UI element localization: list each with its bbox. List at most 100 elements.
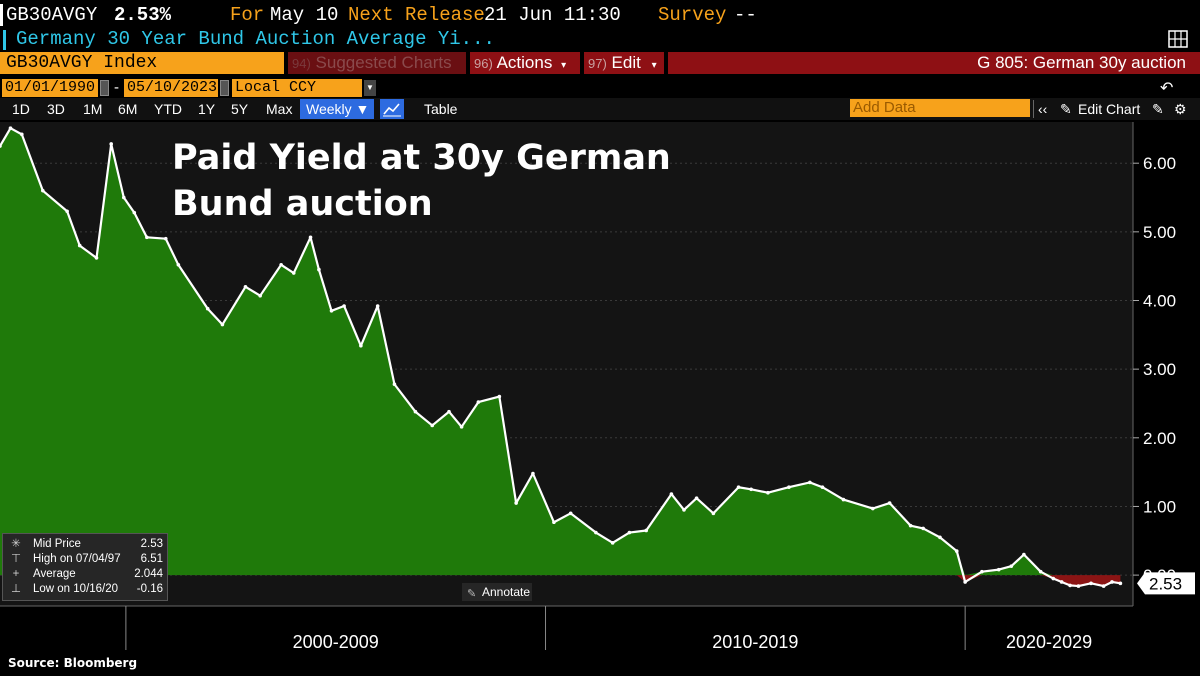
add-data-input[interactable]: Add Data	[850, 99, 1030, 117]
undo-icon[interactable]: ↶	[1160, 80, 1174, 97]
edit-chart-button[interactable]: Edit Chart	[1078, 101, 1141, 117]
data-point	[308, 235, 313, 240]
data-point	[749, 487, 753, 492]
line-chart-icon[interactable]	[380, 99, 404, 119]
data-point	[1118, 581, 1123, 586]
annotate-button[interactable]: ✎ Annotate	[462, 583, 532, 601]
mid-marker-icon: ✳	[11, 538, 21, 550]
last-value-label: 2.53	[1149, 574, 1182, 593]
average-marker-icon: +	[12, 568, 20, 580]
data-point	[291, 271, 296, 275]
dropdown-icon[interactable]: ▼	[364, 80, 376, 96]
data-point	[243, 284, 248, 289]
legend-mid-value: 2.53	[140, 538, 163, 550]
next-release-value: 21 Jun 11:30	[484, 4, 621, 26]
data-point	[0, 144, 2, 148]
table-button[interactable]: Table	[424, 101, 458, 117]
data-point	[996, 567, 1001, 572]
survey-label: Survey	[658, 4, 727, 26]
data-point	[820, 485, 825, 490]
data-point	[447, 409, 451, 414]
data-point	[163, 236, 168, 241]
data-point	[644, 528, 649, 533]
description-row: Germany 30 Year Bund Auction Average Yi.…	[0, 28, 1200, 50]
data-point	[109, 142, 114, 146]
ticker-symbol[interactable]: GB30AVGY	[6, 4, 98, 26]
data-point	[552, 520, 556, 525]
x-axis-band	[0, 606, 1200, 656]
back-icon[interactable]: ‹‹	[1038, 101, 1048, 117]
legend-high: ⊤ High on 07/04/97 6.51	[3, 552, 167, 567]
period-6m[interactable]: 6M	[118, 101, 138, 117]
legend-high-value: 6.51	[140, 553, 163, 565]
data-point	[1051, 576, 1056, 581]
data-point	[887, 501, 892, 505]
data-point	[711, 511, 716, 516]
data-point	[392, 382, 397, 387]
start-date-input[interactable]: 01/01/1990	[2, 79, 98, 97]
data-point	[1101, 584, 1106, 588]
data-point	[8, 126, 13, 130]
edit-chart-icon[interactable]: ✎	[1152, 101, 1164, 117]
data-point	[77, 243, 82, 248]
data-point	[531, 471, 535, 476]
data-point	[787, 485, 791, 490]
period-ytd[interactable]: YTD	[154, 101, 182, 117]
y-tick-label: 2.00	[1143, 429, 1176, 448]
y-tick-label: 6.00	[1143, 154, 1176, 173]
period-1y[interactable]: 1Y	[198, 101, 216, 117]
data-point	[65, 209, 69, 214]
currency-select[interactable]: Local CCY	[232, 79, 362, 97]
data-point	[808, 480, 812, 485]
y-tick-label: 4.00	[1143, 291, 1176, 310]
data-point	[1068, 583, 1072, 588]
yield-chart[interactable]: 0.001.002.003.004.005.006.002.532000-200…	[0, 120, 1200, 656]
x-tick-label: 2020-2029	[1006, 632, 1092, 652]
grid-icon[interactable]	[1168, 30, 1188, 48]
legend-low-value: -0.16	[136, 583, 163, 595]
period-1m[interactable]: 1M	[83, 101, 103, 117]
security-description[interactable]: Germany 30 Year Bund Auction Average Yi.…	[16, 28, 495, 50]
for-label: For	[230, 4, 265, 26]
calendar-icon[interactable]	[220, 80, 229, 96]
data-point	[205, 306, 210, 311]
pencil-icon[interactable]: ✎	[1060, 101, 1072, 117]
edit-button[interactable]: 97) Edit ▾	[584, 52, 664, 74]
legend-high-label: High on 07/04/97	[33, 553, 121, 565]
data-point	[594, 530, 598, 535]
frequency-select[interactable]: Weekly ▼	[300, 99, 374, 119]
data-point	[121, 195, 126, 200]
data-point	[921, 526, 925, 531]
data-point	[176, 262, 181, 267]
data-point	[342, 304, 346, 308]
toolbar-divider	[1033, 100, 1034, 118]
period-3d[interactable]: 3D	[47, 101, 65, 117]
legend-box: ✳ Mid Price 2.53 ⊤ High on 07/04/97 6.51…	[2, 533, 168, 601]
legend-average-value: 2.044	[134, 568, 163, 580]
data-point	[279, 262, 283, 267]
y-tick-label: 5.00	[1143, 223, 1176, 242]
end-date-input[interactable]: 05/10/2023	[124, 79, 218, 97]
settings-icon[interactable]: ⚙	[1174, 101, 1187, 117]
data-point	[1110, 580, 1114, 584]
data-point	[220, 322, 225, 327]
data-point	[568, 511, 573, 516]
calendar-icon[interactable]	[100, 80, 109, 96]
survey-value: --	[734, 4, 757, 26]
data-point	[1009, 564, 1014, 568]
data-point	[736, 485, 741, 490]
data-point	[1089, 581, 1093, 586]
edit-dropdown-icon: ▾	[651, 60, 657, 71]
data-point	[908, 523, 913, 528]
data-point	[132, 210, 137, 215]
data-point	[476, 400, 481, 404]
suggested-charts-button: 94) Suggested Charts	[288, 52, 466, 74]
date-range-row: 01/01/1990 - 05/10/2023 Local CCY ▼	[0, 78, 1200, 98]
period-5y[interactable]: 5Y	[231, 101, 249, 117]
index-field[interactable]: GB30AVGY Index	[0, 52, 284, 74]
high-marker-icon: ⊤	[10, 553, 22, 565]
y-tick-label: 3.00	[1143, 360, 1176, 379]
period-1d[interactable]: 1D	[12, 101, 30, 117]
period-max[interactable]: Max	[266, 101, 293, 117]
actions-button[interactable]: 96) Actions ▾	[470, 52, 580, 74]
